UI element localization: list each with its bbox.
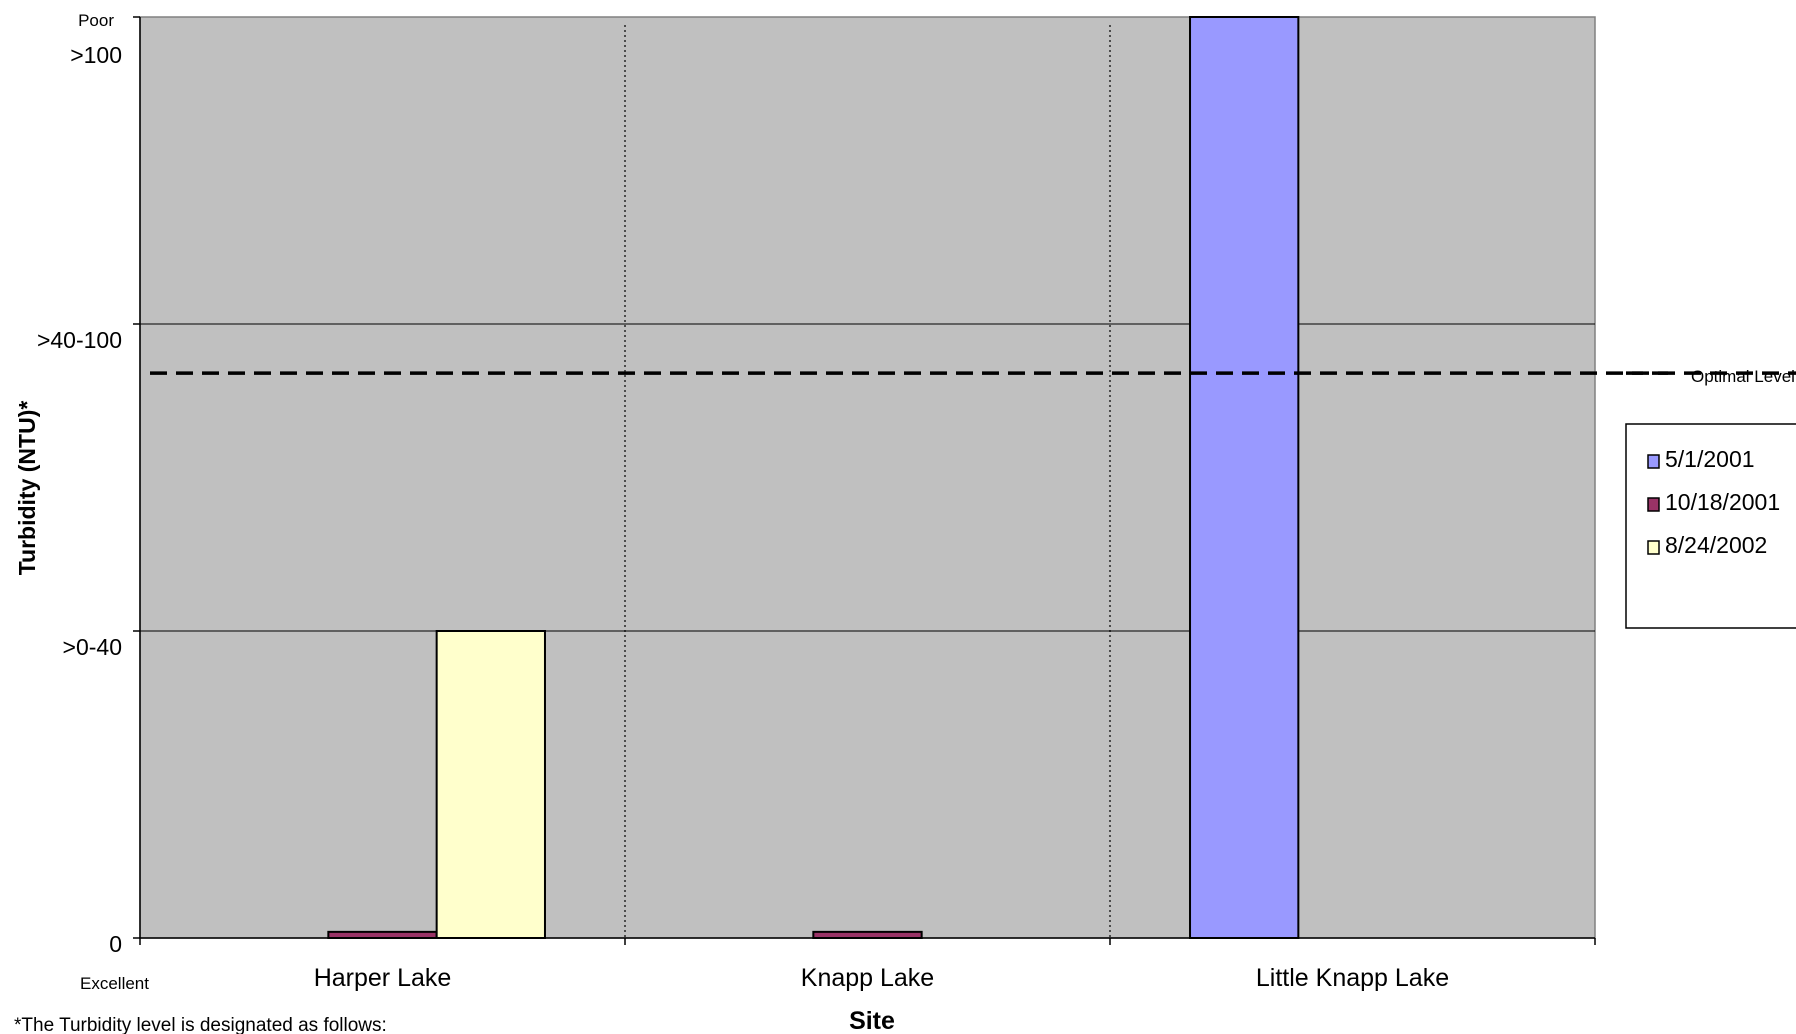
legend-label: Optimal Level bbox=[1691, 367, 1795, 386]
bar-8-24-2002-0 bbox=[435, 630, 546, 939]
bar-5-1-2001-2 bbox=[1189, 16, 1300, 939]
bar-10-18-2001-0 bbox=[327, 930, 438, 939]
gridlines bbox=[140, 323, 1595, 632]
legend-swatch bbox=[1647, 540, 1660, 555]
legend-swatch bbox=[1647, 497, 1660, 512]
legend-swatch bbox=[1647, 454, 1660, 469]
legend-label: 10/18/2001 bbox=[1665, 489, 1780, 515]
y-tick-labels: 0 >0-40 >40-100 >100 bbox=[37, 42, 122, 957]
y-tick-label: >0-40 bbox=[63, 634, 122, 660]
legend-label: 5/1/2001 bbox=[1665, 446, 1755, 472]
y-axis-title: Turbidity (NTU)* bbox=[14, 401, 40, 576]
legend: 5/1/2001 10/18/2001 8/24/2002 Optimal Level bbox=[1625, 367, 1796, 629]
plot-area bbox=[139, 16, 1596, 939]
x-axis-title: Site bbox=[849, 1007, 895, 1034]
legend-label: 8/24/2002 bbox=[1665, 532, 1767, 558]
y-tick-label: >100 bbox=[70, 42, 122, 68]
axes bbox=[133, 16, 1596, 945]
y-tick-label: >40-100 bbox=[37, 327, 122, 353]
bar-10-18-2001-1 bbox=[812, 930, 923, 939]
x-tick-label: Harper Lake bbox=[314, 964, 452, 992]
category-separators bbox=[624, 25, 1111, 938]
x-tick-labels: Harper Lake Knapp Lake Little Knapp Lake bbox=[314, 964, 1449, 992]
footnote: *The Turbidity level is designated as fo… bbox=[14, 1015, 387, 1034]
y-top-label: Poor bbox=[78, 11, 114, 30]
x-tick-label: Little Knapp Lake bbox=[1256, 964, 1449, 992]
y-bottom-label: Excellent bbox=[80, 974, 149, 993]
y-tick-label: 0 bbox=[109, 931, 122, 957]
bars bbox=[327, 16, 1300, 939]
x-tick-label: Knapp Lake bbox=[801, 964, 934, 992]
